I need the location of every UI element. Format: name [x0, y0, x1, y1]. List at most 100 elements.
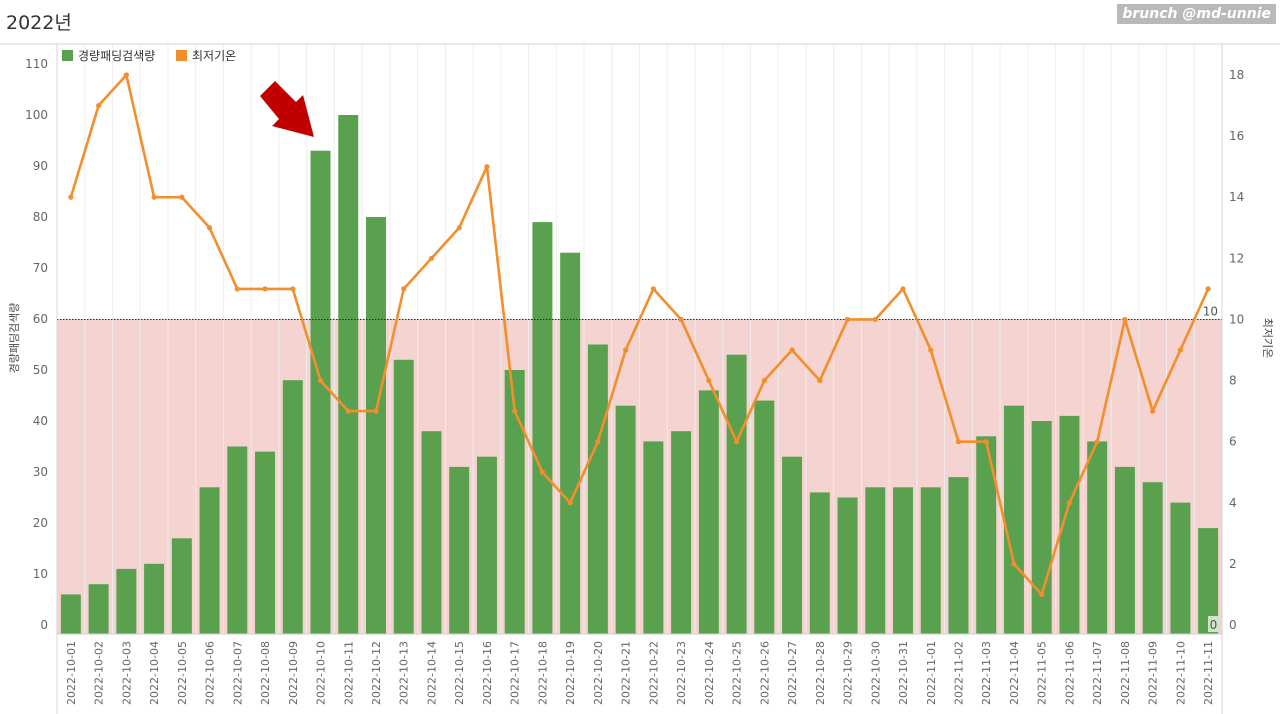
line-point: [1122, 316, 1128, 323]
x-tick-label: 2022-10-26: [758, 641, 771, 705]
right-tick-label: 4: [1229, 496, 1237, 510]
line-point: [373, 408, 379, 414]
line-point: [955, 439, 962, 445]
right-tick-label: 2: [1229, 557, 1237, 571]
left-tick-label: 80: [33, 210, 48, 224]
line-point: [428, 255, 435, 261]
bar: [449, 466, 470, 634]
line-point: [1094, 439, 1100, 445]
bar: [560, 252, 581, 634]
x-tick-label: 2022-10-03: [120, 641, 133, 705]
x-tick-label: 2022-10-25: [731, 641, 744, 705]
line-point: [872, 316, 878, 323]
bar: [338, 115, 359, 634]
x-tick-label: 2022-10-06: [204, 641, 217, 705]
line-point: [290, 286, 296, 292]
legend-label-bar: 경량패딩검색량: [78, 49, 155, 63]
bar: [1170, 502, 1191, 634]
bar: [393, 359, 414, 634]
line-point: [1205, 286, 1211, 292]
line-point: [844, 316, 851, 323]
legend: 경량패딩검색량 최저기온: [62, 49, 236, 63]
bar: [837, 497, 858, 634]
x-tick-label: 2022-10-15: [453, 641, 466, 705]
left-tick-label: 100: [25, 108, 48, 122]
line-point: [179, 194, 185, 200]
x-tick-label: 2022-11-07: [1091, 641, 1104, 705]
line-point: [456, 225, 462, 231]
bar: [948, 477, 969, 634]
bar: [1142, 482, 1163, 634]
x-tick-label: 2022-10-04: [148, 641, 161, 705]
bar: [1087, 441, 1108, 634]
left-tick-label: 0: [40, 618, 48, 632]
bar: [726, 354, 747, 634]
line-point: [1011, 561, 1017, 567]
line-point: [484, 164, 490, 170]
line-point: [401, 286, 407, 292]
bar: [587, 344, 608, 634]
line-series: [68, 72, 1211, 598]
bar: [865, 487, 886, 634]
bar: [504, 370, 525, 634]
right-tick-label: 0: [1229, 618, 1237, 632]
reference-line-label: 10: [1203, 304, 1218, 318]
x-tick-label: 2022-10-30: [869, 641, 882, 705]
x-tick-label: 2022-10-24: [703, 641, 716, 705]
line-point: [567, 500, 573, 506]
x-tick-label: 2022-10-21: [620, 641, 633, 705]
x-tick-label: 2022-10-01: [65, 641, 78, 705]
bar: [199, 487, 220, 634]
gridlines: [84, 44, 1195, 634]
bar: [1003, 405, 1024, 634]
line-path: [69, 73, 1210, 596]
line-point: [1066, 500, 1073, 506]
line-point: [1177, 347, 1183, 353]
bar: [88, 584, 109, 634]
bar: [1059, 415, 1080, 634]
right-tick-label: 12: [1229, 251, 1244, 265]
left-tick-label: 20: [33, 516, 48, 530]
bar: [809, 492, 830, 634]
right-tick-label: 18: [1229, 68, 1244, 82]
bar-series: [60, 115, 1219, 634]
x-tick-label: 2022-10-29: [842, 641, 855, 705]
page-title: 2022년: [6, 12, 72, 34]
line-point: [595, 439, 601, 445]
right-tick-label: 10: [1229, 312, 1244, 326]
band-label: 0: [1210, 618, 1218, 632]
line-point: [761, 377, 767, 384]
x-tick-label: 2022-10-09: [287, 641, 300, 705]
x-tick-label: 2022-11-09: [1147, 641, 1160, 705]
bar: [227, 446, 248, 634]
left-tick-label: 10: [33, 567, 48, 581]
left-tick-label: 60: [33, 312, 48, 326]
band-label-background: [1208, 616, 1219, 632]
bar: [171, 538, 192, 634]
left-axis-title: 경량패딩검색량: [8, 303, 21, 374]
line-point: [123, 72, 129, 78]
arrow-annotation: [260, 81, 314, 137]
bar: [754, 400, 775, 634]
bar: [698, 390, 719, 634]
bar: [643, 441, 664, 634]
left-tick-label: 90: [33, 159, 48, 173]
legend-swatch-bar: [62, 50, 73, 61]
bar: [60, 594, 81, 634]
x-tick-label: 2022-10-19: [564, 641, 577, 705]
bar: [1031, 421, 1052, 634]
line-point: [650, 286, 656, 292]
x-tick-label: 2022-10-14: [425, 641, 438, 705]
x-tick-label: 2022-10-20: [592, 641, 605, 705]
axes: 0102030405060708090100110024681012141618…: [0, 43, 1280, 714]
x-tick-label: 2022-10-10: [315, 641, 328, 705]
line-point: [206, 225, 213, 231]
x-tick-label: 2022-11-10: [1174, 641, 1187, 705]
x-tick-label: 2022-10-17: [509, 641, 522, 705]
legend-label-line: 최저기온: [192, 49, 236, 63]
x-tick-label: 2022-11-08: [1119, 641, 1132, 705]
legend-swatch-line: [176, 50, 187, 61]
line-point: [623, 347, 629, 353]
line-point: [678, 316, 684, 323]
bar: [144, 563, 165, 634]
